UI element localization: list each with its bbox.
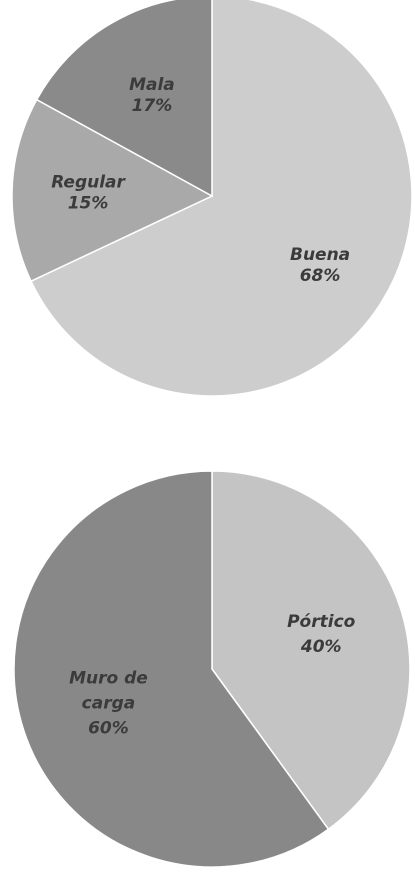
data-label-mala: Mala 17% xyxy=(129,75,175,116)
data-label-muro-de-carga: Muro de carga 60% xyxy=(69,669,148,739)
category-label: Pórtico xyxy=(287,612,356,632)
pie-slice-buena xyxy=(30,0,413,397)
value-label: 15% xyxy=(68,194,109,214)
value-label: 60% xyxy=(88,719,129,739)
data-label-regular: Regular 15% xyxy=(51,173,126,214)
pie-chart-condition-svg: Buena 68% Regular 15% Mala 17% xyxy=(11,0,413,397)
category-label: carga xyxy=(82,694,136,714)
pie-chart-structure: Pórtico 40% Muro de carga 60% xyxy=(0,470,415,872)
category-label: Regular xyxy=(51,173,126,193)
category-label: Muro de xyxy=(69,669,148,689)
value-label: 68% xyxy=(300,266,341,286)
category-label: Mala xyxy=(129,75,175,95)
value-label: 40% xyxy=(300,637,342,657)
data-label-portico: Pórtico 40% xyxy=(287,612,356,657)
pie-slice-muro-de-carga xyxy=(13,470,330,868)
pie-slice-regular xyxy=(11,98,214,283)
category-label: Buena xyxy=(290,245,350,265)
pie-chart-structure-svg: Pórtico 40% Muro de carga 60% xyxy=(13,470,411,868)
value-label: 17% xyxy=(132,96,173,116)
pie-slice-portico xyxy=(211,470,411,831)
pie-slice-mala xyxy=(35,0,213,198)
data-label-buena: Buena 68% xyxy=(290,245,350,286)
pie-chart-condition: Buena 68% Regular 15% Mala 17% xyxy=(0,0,415,400)
